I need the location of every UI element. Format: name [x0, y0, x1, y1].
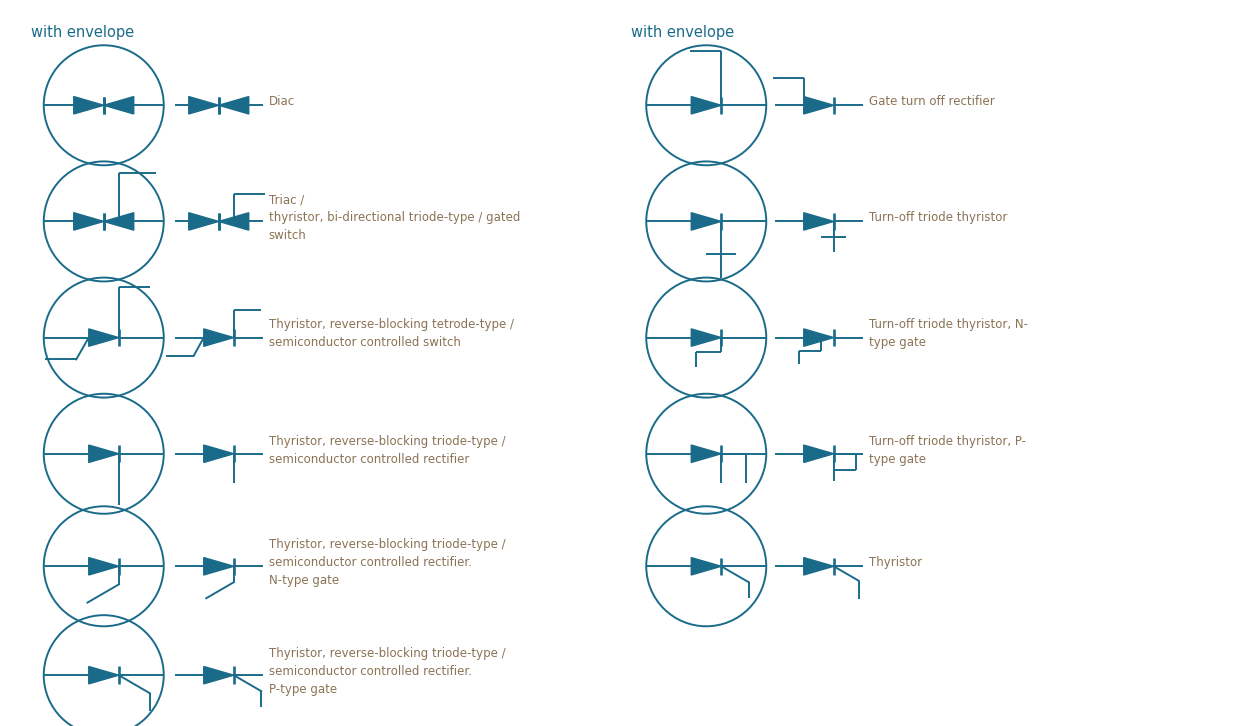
Polygon shape	[204, 329, 234, 346]
Text: Turn-off triode thyristor: Turn-off triode thyristor	[869, 211, 1008, 224]
Polygon shape	[219, 97, 249, 114]
Polygon shape	[804, 558, 834, 575]
Polygon shape	[74, 97, 104, 114]
Text: Thyristor, reverse-blocking triode-type /
semiconductor controlled rectifier: Thyristor, reverse-blocking triode-type …	[269, 435, 505, 465]
Polygon shape	[89, 329, 119, 346]
Polygon shape	[691, 445, 721, 462]
Text: Thyristor, reverse-blocking triode-type /
semiconductor controlled rectifier.
N-: Thyristor, reverse-blocking triode-type …	[269, 538, 505, 587]
Polygon shape	[89, 445, 119, 462]
Polygon shape	[189, 97, 219, 114]
Text: Thyristor, reverse-blocking triode-type /
semiconductor controlled rectifier.
P-: Thyristor, reverse-blocking triode-type …	[269, 647, 505, 696]
Polygon shape	[691, 329, 721, 346]
Polygon shape	[691, 97, 721, 114]
Polygon shape	[804, 329, 834, 346]
Text: Turn-off triode thyristor, N-
type gate: Turn-off triode thyristor, N- type gate	[869, 319, 1028, 349]
Polygon shape	[89, 558, 119, 575]
Polygon shape	[74, 213, 104, 230]
Polygon shape	[104, 97, 134, 114]
Polygon shape	[204, 666, 234, 684]
Polygon shape	[189, 213, 219, 230]
Polygon shape	[691, 558, 721, 575]
Text: with envelope: with envelope	[31, 25, 135, 41]
Text: Thyristor, reverse-blocking tetrode-type /
semiconductor controlled switch: Thyristor, reverse-blocking tetrode-type…	[269, 319, 514, 349]
Polygon shape	[204, 445, 234, 462]
Text: with envelope: with envelope	[631, 25, 735, 41]
Polygon shape	[89, 666, 119, 684]
Polygon shape	[691, 213, 721, 230]
Text: Turn-off triode thyristor, P-
type gate: Turn-off triode thyristor, P- type gate	[869, 435, 1026, 465]
Polygon shape	[219, 213, 249, 230]
Text: Gate turn off rectifier: Gate turn off rectifier	[869, 95, 995, 108]
Polygon shape	[804, 445, 834, 462]
Polygon shape	[104, 213, 134, 230]
Polygon shape	[204, 558, 234, 575]
Polygon shape	[804, 213, 834, 230]
Text: Thyristor: Thyristor	[869, 556, 921, 569]
Text: Triac /
thyristor, bi-directional triode-type / gated
switch: Triac / thyristor, bi-directional triode…	[269, 193, 520, 242]
Text: Diac: Diac	[269, 95, 295, 108]
Polygon shape	[804, 97, 834, 114]
